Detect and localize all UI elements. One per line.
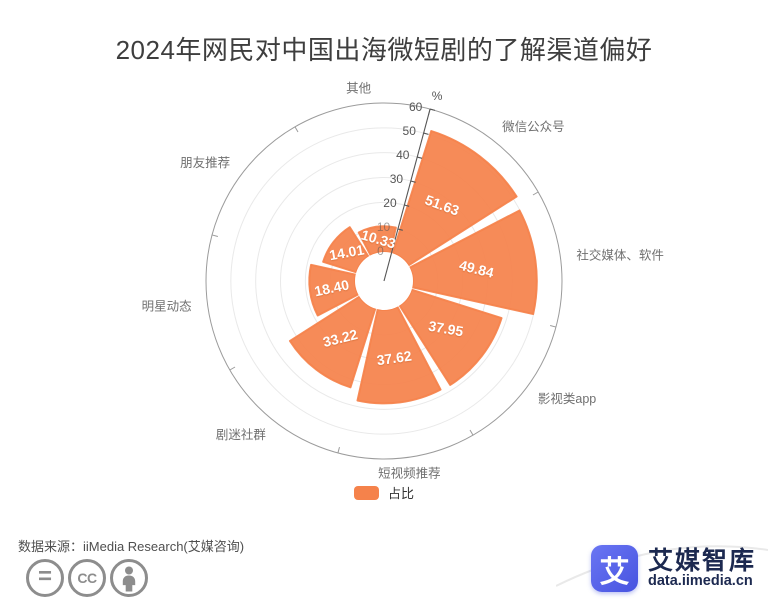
angle-tick [337,447,340,454]
person-icon [122,566,136,592]
axis-unit-label: % [432,89,443,103]
angle-tick [294,126,299,133]
angle-tick [550,325,557,328]
legend-swatch [353,485,379,500]
chart-sector [357,225,397,257]
decorative-swoosh [556,545,768,587]
axis-tick-label: 0 [377,244,384,258]
equals-license-icon: = [26,559,64,597]
axis-tick [417,156,423,159]
axis-tick [423,132,429,135]
angle-tick [229,366,236,371]
outer-ring [205,102,563,460]
category-label: 社交媒体、软件 [576,248,664,263]
value-label: 37.62 [376,348,413,369]
axis-tick-label: 30 [390,172,404,186]
axis-tick-label: 40 [396,148,410,162]
axis-tick-label: 20 [383,196,397,210]
data-source-text: 数据来源：iiMedia Research(艾媒咨询) [18,539,245,554]
axis-tick [429,108,436,111]
radius-axis-line [383,108,431,282]
category-label: 影视类app [538,391,596,406]
angle-tick [532,191,539,196]
iimedia-logo: 艾 艾媒智库 data.iimedia.cn [590,545,756,592]
category-label: 明星动态 [142,299,192,313]
axis-tick-label: 50 [403,124,417,138]
angle-tick [469,429,474,436]
axis-tick-label: 10 [377,220,391,234]
iimedia-logo-name: 艾媒智库 [647,546,756,575]
category-label: 朋友推荐 [180,156,230,170]
axis-tick [410,180,416,183]
license-icons: = CC [26,559,148,597]
axis-tick [397,228,403,231]
category-label: 其他 [346,82,372,96]
person-license-icon [110,559,148,597]
legend-label: 占比 [387,486,414,501]
axis-tick [404,204,410,207]
category-label: 剧迷社群 [216,427,267,442]
cc-license-icon: CC [68,559,106,597]
value-label: 37.95 [427,318,464,340]
value-label: 14.01 [328,241,365,263]
page-title: 2024年网民对中国出海微短剧的了解渠道偏好 [115,35,653,65]
iimedia-logo-domain: data.iimedia.cn [647,573,753,590]
iimedia-logo-mark: 艾 [590,545,638,592]
angle-tick [211,234,218,237]
chart-legend[interactable]: 占比 [0,483,768,502]
value-label: 18.40 [313,276,351,299]
axis-tick-label: 60 [409,100,423,114]
category-label: 微信公众号 [502,120,565,134]
category-label: 短视频推荐 [378,465,441,480]
